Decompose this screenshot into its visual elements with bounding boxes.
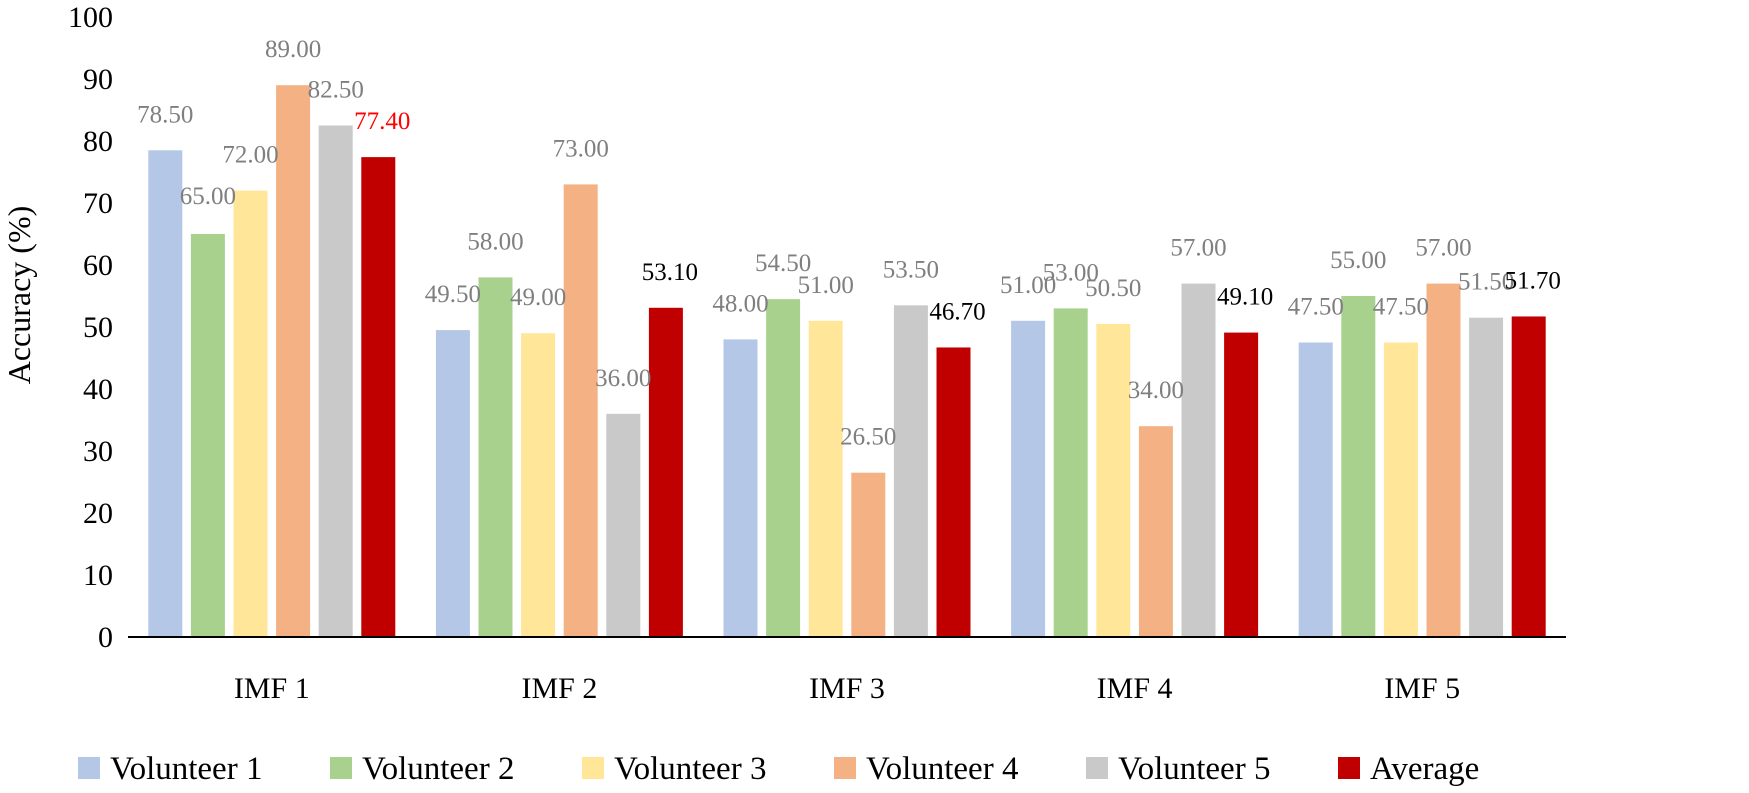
bar [1138, 426, 1173, 637]
y-tick-label: 20 [83, 497, 113, 530]
bar [1298, 342, 1333, 637]
bar [563, 184, 598, 637]
bar [648, 307, 683, 637]
bar [190, 234, 225, 637]
data-label: 77.40 [354, 108, 410, 135]
data-labels-group: 78.50 65.00 72.00 89.00 82.50 77.40 49.50 58.00… [137, 36, 1561, 451]
legend-swatch [78, 757, 100, 779]
legend-swatch [834, 757, 856, 779]
bar [1181, 283, 1216, 637]
bar [851, 472, 886, 637]
y-tick-label: 50 [83, 311, 113, 344]
legend-label: Volunteer 1 [110, 751, 262, 787]
data-label: 65.00 [180, 183, 236, 210]
x-category-label: IMF 5 [1384, 672, 1460, 705]
x-category-label: IMF 3 [809, 672, 885, 705]
bar [1224, 332, 1259, 637]
bar [1383, 342, 1418, 637]
y-tick-label: 100 [68, 1, 113, 34]
data-label: 89.00 [265, 36, 321, 63]
data-label: 48.00 [712, 290, 768, 317]
data-label: 49.50 [425, 281, 481, 308]
bar [936, 347, 971, 637]
data-label: 49.10 [1217, 284, 1273, 311]
legend-label: Volunteer 5 [1118, 751, 1270, 787]
data-label: 58.00 [467, 228, 523, 255]
y-tick-label: 80 [83, 125, 113, 158]
data-label: 26.50 [840, 424, 896, 451]
bar [148, 150, 183, 638]
data-label: 82.50 [308, 77, 364, 104]
legend-swatch [330, 757, 352, 779]
bar [766, 299, 801, 637]
data-label: 54.50 [755, 250, 811, 277]
legend-label: Volunteer 4 [866, 751, 1018, 787]
legend-label: Volunteer 3 [614, 751, 766, 787]
legend: Volunteer 1 Volunteer 2 Volunteer 3 Volunte… [78, 751, 1479, 787]
y-axis-ticks: 0 10 20 30 40 50 60 70 80 90 100 [68, 1, 113, 654]
data-label: 36.00 [595, 365, 651, 392]
legend-label: Volunteer 2 [362, 751, 514, 787]
data-label: 57.00 [1415, 235, 1471, 262]
bar [318, 125, 353, 637]
bar [1511, 316, 1546, 637]
data-label: 51.70 [1505, 267, 1561, 294]
legend-label: Average [1370, 751, 1479, 787]
y-tick-label: 30 [83, 435, 113, 468]
bar [276, 85, 311, 637]
bar [606, 413, 641, 637]
y-tick-label: 10 [83, 559, 113, 592]
data-label: 50.50 [1085, 275, 1141, 302]
legend-swatch [582, 757, 604, 779]
bar [893, 305, 928, 637]
bars-group [148, 85, 1546, 638]
x-category-label: IMF 4 [1097, 672, 1173, 705]
bar [521, 333, 556, 637]
bar [723, 339, 758, 637]
x-category-label: IMF 2 [521, 672, 597, 705]
y-tick-label: 70 [83, 187, 113, 220]
y-tick-label: 0 [98, 621, 113, 654]
bar [233, 190, 268, 637]
y-tick-label: 40 [83, 373, 113, 406]
data-label: 57.00 [1170, 235, 1226, 262]
data-label: 34.00 [1128, 377, 1184, 404]
category-labels: IMF 1 IMF 2 IMF 3 IMF 4 IMF 5 [234, 672, 1460, 705]
data-label: 46.70 [929, 298, 985, 325]
data-label: 51.00 [798, 272, 854, 299]
bar [808, 320, 843, 637]
data-label: 47.50 [1288, 294, 1344, 321]
data-label: 73.00 [553, 135, 609, 162]
data-label: 51.00 [1000, 272, 1056, 299]
data-label: 47.50 [1373, 294, 1429, 321]
bar [1053, 308, 1088, 637]
bar [1096, 323, 1131, 637]
bar [1426, 283, 1461, 637]
bar [435, 330, 470, 637]
data-label: 53.50 [883, 256, 939, 283]
data-label: 49.00 [510, 284, 566, 311]
bar [478, 277, 513, 637]
bar [1341, 296, 1376, 637]
data-label: 53.00 [1043, 259, 1099, 286]
data-label: 51.50 [1458, 269, 1514, 296]
bar [1469, 317, 1504, 637]
data-label: 53.10 [642, 259, 698, 286]
bar [1011, 320, 1046, 637]
y-tick-label: 60 [83, 249, 113, 282]
bar [361, 157, 396, 637]
data-label: 72.00 [222, 142, 278, 169]
y-axis-label: Accuracy (%) [1, 206, 37, 385]
legend-swatch [1086, 757, 1108, 779]
legend-swatch [1338, 757, 1360, 779]
data-label: 55.00 [1330, 247, 1386, 274]
x-category-label: IMF 1 [234, 672, 310, 705]
y-tick-label: 90 [83, 63, 113, 96]
data-label: 78.50 [137, 101, 193, 128]
